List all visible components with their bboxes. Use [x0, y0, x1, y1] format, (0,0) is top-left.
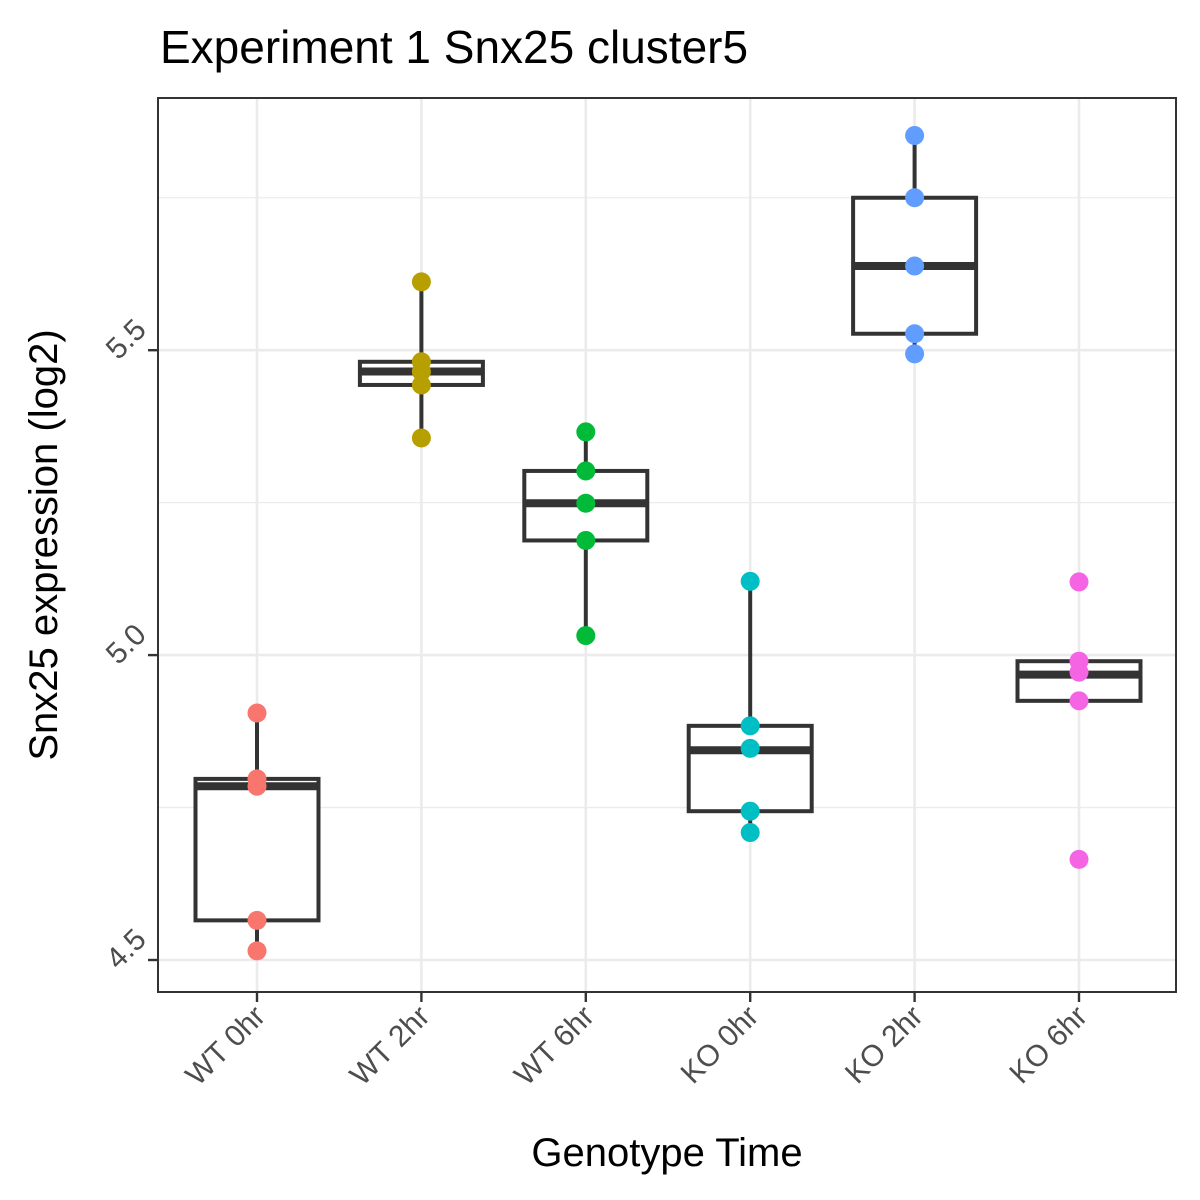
- y-tick-label: 4.5: [100, 923, 153, 976]
- data-point-ko-0hr: [740, 823, 760, 843]
- box-ko-2hr: [851, 135, 979, 354]
- data-point-ko-2hr: [905, 344, 925, 364]
- data-point-wt-2hr: [411, 362, 431, 382]
- x-tick-label: KO 2hr: [839, 1000, 930, 1091]
- data-point-ko-0hr: [740, 716, 760, 736]
- data-point-wt-2hr: [411, 272, 431, 292]
- data-point-ko-0hr: [740, 738, 760, 758]
- plot-border: [157, 97, 1177, 993]
- x-axis-title: Genotype Time: [531, 1131, 802, 1175]
- box-rect: [686, 723, 814, 814]
- data-point-ko-6hr: [1069, 849, 1089, 869]
- data-point-ko-2hr: [905, 188, 925, 208]
- data-point-ko-6hr: [1069, 691, 1089, 711]
- x-tick-label: WT 0hr: [179, 1000, 271, 1092]
- data-point-wt-6hr: [576, 422, 596, 442]
- x-tick-label: WT 6hr: [508, 1000, 600, 1092]
- data-point-ko-2hr: [905, 256, 925, 276]
- boxes: [193, 135, 1143, 951]
- data-point-wt-6hr: [576, 493, 596, 513]
- data-point-wt-6hr: [576, 461, 596, 481]
- y-axis: 4.5 5.0 5.5: [100, 313, 158, 976]
- points: [247, 126, 1089, 961]
- data-point-ko-6hr: [1069, 572, 1089, 592]
- data-point-wt-6hr: [576, 626, 596, 646]
- data-point-wt-0hr: [247, 941, 267, 961]
- data-point-ko-2hr: [905, 324, 925, 344]
- data-point-wt-0hr: [247, 776, 267, 796]
- data-point-ko-6hr: [1069, 662, 1089, 682]
- data-point-wt-2hr: [411, 428, 431, 448]
- y-axis-title: Snx25 expression (log2): [22, 329, 66, 760]
- y-tick-label: 5.5: [100, 313, 153, 366]
- data-point-wt-6hr: [576, 530, 596, 550]
- box-rect: [193, 776, 321, 923]
- x-tick-label: KO 0hr: [675, 1000, 766, 1091]
- data-point-wt-0hr: [247, 703, 267, 723]
- x-axis: WT 0hr WT 2hr WT 6hr KO 0hr KO 2hr KO 6hr: [179, 992, 1094, 1092]
- box-ko-0hr: [686, 581, 814, 833]
- data-point-wt-0hr: [247, 910, 267, 930]
- data-point-ko-2hr: [905, 126, 925, 146]
- y-tick-label: 5.0: [100, 618, 153, 671]
- x-tick-label: WT 2hr: [344, 1000, 436, 1092]
- chart-title: Experiment 1 Snx25 cluster5: [160, 21, 748, 73]
- data-point-ko-0hr: [740, 801, 760, 821]
- data-point-wt-2hr: [411, 375, 431, 395]
- x-tick-label: KO 6hr: [1003, 1000, 1094, 1091]
- data-point-ko-0hr: [740, 571, 760, 591]
